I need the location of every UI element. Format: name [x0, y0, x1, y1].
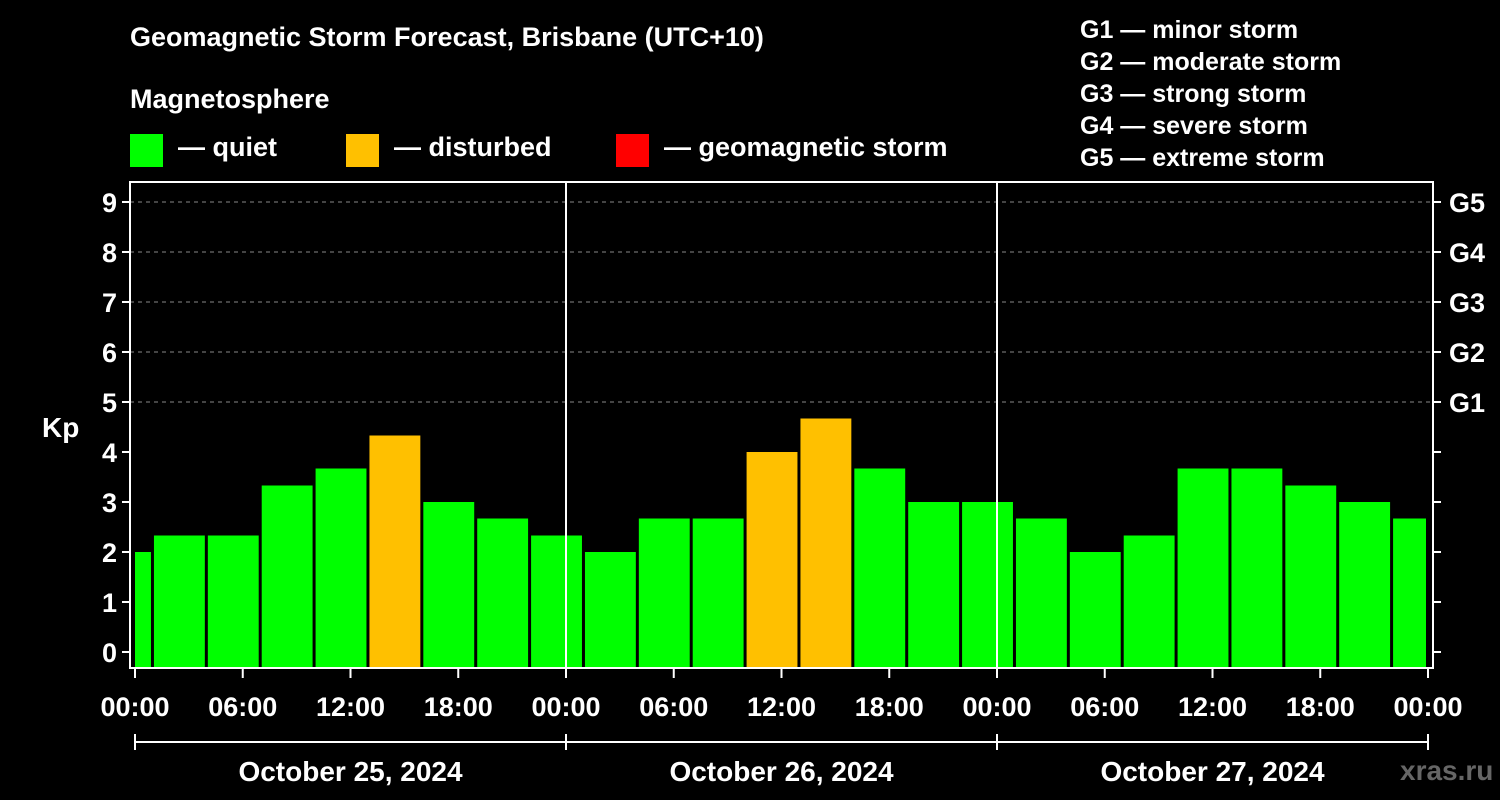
x-tick-label: 18:00: [1286, 692, 1355, 722]
y-tick-label: 8: [102, 238, 117, 268]
kp-bar-9: [584, 552, 636, 668]
kp-bar-13: [800, 418, 852, 668]
x-tick-label: 18:00: [424, 692, 493, 722]
legend-quiet-label: — quiet: [178, 132, 277, 162]
g-level-label-g3: G3: [1449, 288, 1485, 318]
g-level-label-g4: G4: [1449, 238, 1485, 268]
g-level-label-g5: G5: [1449, 188, 1485, 218]
kp-bar-14: [854, 468, 906, 668]
x-tick-label: 00:00: [962, 692, 1031, 722]
y-tick-label: 0: [102, 638, 117, 668]
kp-bar-5: [369, 435, 421, 668]
x-tick-label: 00:00: [100, 692, 169, 722]
kp-bar-8: [531, 535, 582, 668]
date-label: October 26, 2024: [669, 756, 894, 787]
y-tick-label: 4: [102, 438, 117, 468]
chart-title: Geomagnetic Storm Forecast, Brisbane (UT…: [130, 22, 764, 52]
x-tick-label: 06:00: [639, 692, 708, 722]
g-scale-item-g1: G1 — minor storm: [1080, 16, 1299, 44]
x-tick-label: 18:00: [855, 692, 924, 722]
y-axis-label: Kp: [42, 412, 79, 443]
kp-bar-4: [315, 468, 367, 668]
kp-bar-12: [746, 452, 798, 668]
y-tick-label: 3: [102, 488, 117, 518]
kp-bar-24: [1393, 518, 1426, 668]
x-tick-label: 00:00: [1393, 692, 1462, 722]
x-tick-label: 12:00: [1178, 692, 1247, 722]
kp-bar-3: [261, 485, 313, 668]
kp-bar-16: [962, 502, 1013, 668]
legend-disturbed-label: — disturbed: [394, 132, 552, 162]
y-tick-label: 1: [102, 588, 117, 618]
kp-bar-22: [1285, 485, 1337, 668]
y-tick-label: 6: [102, 338, 117, 368]
kp-bar-1: [153, 535, 205, 668]
legend-quiet-swatch: [130, 134, 163, 167]
y-tick-label: 2: [102, 538, 117, 568]
y-tick-label: 5: [102, 388, 117, 418]
kp-bar-21: [1231, 468, 1283, 668]
g-scale-item-g4: G4 — severe storm: [1080, 112, 1308, 140]
date-label: October 25, 2024: [238, 756, 463, 787]
legend-storm-label: — geomagnetic storm: [664, 132, 948, 162]
g-scale-item-g5: G5 — extreme storm: [1080, 144, 1325, 172]
x-tick-label: 12:00: [747, 692, 816, 722]
watermark: xras.ru: [1400, 755, 1494, 786]
kp-bar-17: [1015, 518, 1067, 668]
kp-bar-18: [1069, 552, 1121, 668]
kp-bar-6: [423, 502, 475, 668]
y-tick-label: 9: [102, 188, 117, 218]
kp-bar-19: [1123, 535, 1175, 668]
legend-storm-swatch: [616, 134, 649, 167]
x-tick-label: 06:00: [208, 692, 277, 722]
g-level-label-g1: G1: [1449, 388, 1485, 418]
kp-bar-0: [135, 552, 151, 668]
g-scale-item-g3: G3 — strong storm: [1080, 80, 1307, 108]
g-level-label-g2: G2: [1449, 338, 1485, 368]
g-scale-legend: G1 — minor storm G2 — moderate storm G3 …: [1080, 14, 1341, 174]
kp-bar-15: [908, 502, 960, 668]
kp-bar-23: [1339, 502, 1391, 668]
kp-bar-11: [692, 518, 744, 668]
g-scale-item-g2: G2 — moderate storm: [1080, 48, 1342, 76]
x-tick-label: 06:00: [1070, 692, 1139, 722]
magnetosphere-label: Magnetosphere: [130, 84, 330, 114]
kp-bar-7: [477, 518, 529, 668]
legend-disturbed-swatch: [346, 134, 379, 167]
x-tick-label: 00:00: [531, 692, 600, 722]
date-label: October 27, 2024: [1100, 756, 1325, 787]
y-tick-label: 7: [102, 288, 117, 318]
kp-bar-2: [207, 535, 259, 668]
kp-bar-10: [638, 518, 690, 668]
kp-bar-20: [1177, 468, 1229, 668]
x-tick-label: 12:00: [316, 692, 385, 722]
